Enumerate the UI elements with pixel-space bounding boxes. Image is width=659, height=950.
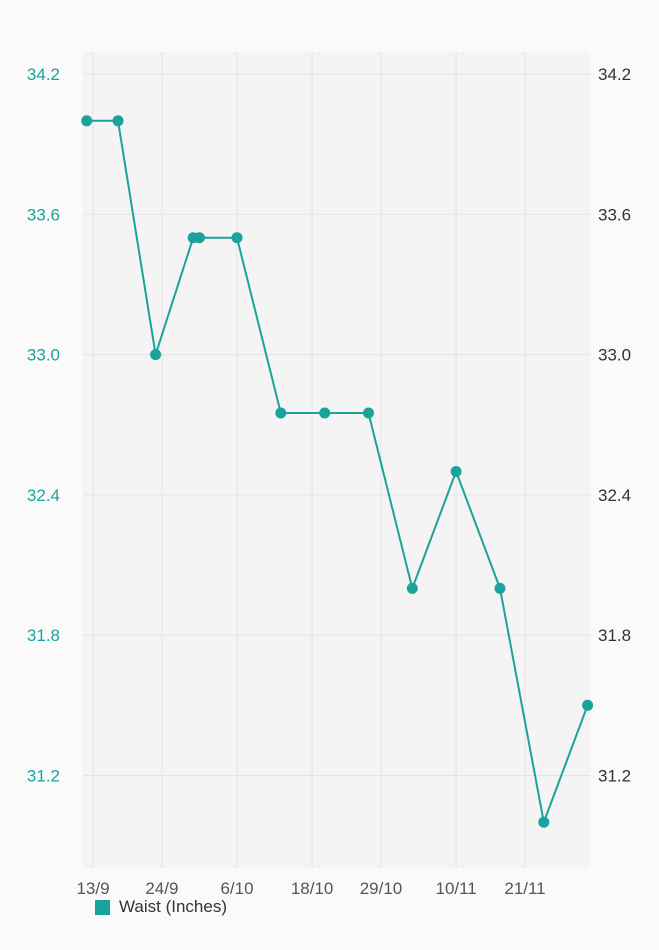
y-tick-label-left: 31.8 xyxy=(27,626,60,645)
y-tick-label-left: 32.4 xyxy=(27,486,60,505)
y-tick-label-left: 34.2 xyxy=(27,65,60,84)
plot-area xyxy=(83,52,590,868)
y-tick-label-left: 31.2 xyxy=(27,766,60,785)
x-tick-label: 13/9 xyxy=(76,879,109,898)
series-line xyxy=(86,119,589,824)
y-tick-label-right: 33.0 xyxy=(598,346,631,365)
data-point xyxy=(582,699,594,711)
data-point xyxy=(406,582,418,594)
data-point xyxy=(319,407,331,419)
x-tick-label: 10/11 xyxy=(435,879,476,898)
data-point xyxy=(193,232,205,244)
y-tick-label-right: 31.2 xyxy=(598,766,631,785)
x-tick-label: 18/10 xyxy=(291,879,334,898)
legend-swatch xyxy=(95,899,110,915)
y-tick-label-left: 33.0 xyxy=(27,346,60,365)
data-point xyxy=(81,115,93,127)
data-point xyxy=(275,407,287,419)
data-point xyxy=(231,232,243,244)
y-tick-label-right: 33.6 xyxy=(598,205,631,224)
data-point xyxy=(538,816,550,828)
y-tick-label-right: 34.2 xyxy=(598,65,631,84)
legend-label: Waist (Inches) xyxy=(119,897,228,916)
x-tick-label: 21/11 xyxy=(504,879,545,898)
data-point xyxy=(112,115,124,127)
data-point xyxy=(494,582,506,594)
data-point xyxy=(150,349,162,361)
x-tick-label: 24/9 xyxy=(145,879,178,898)
data-point xyxy=(363,407,374,419)
x-tick-label: 29/10 xyxy=(360,879,403,898)
y-tick-label-left: 33.6 xyxy=(27,205,60,224)
data-point xyxy=(450,466,462,477)
y-tick-label-right: 32.4 xyxy=(598,486,631,505)
x-tick-label: 6/10 xyxy=(220,879,253,898)
legend: Waist (Inches) xyxy=(95,897,227,917)
y-tick-label-right: 31.8 xyxy=(598,626,631,645)
